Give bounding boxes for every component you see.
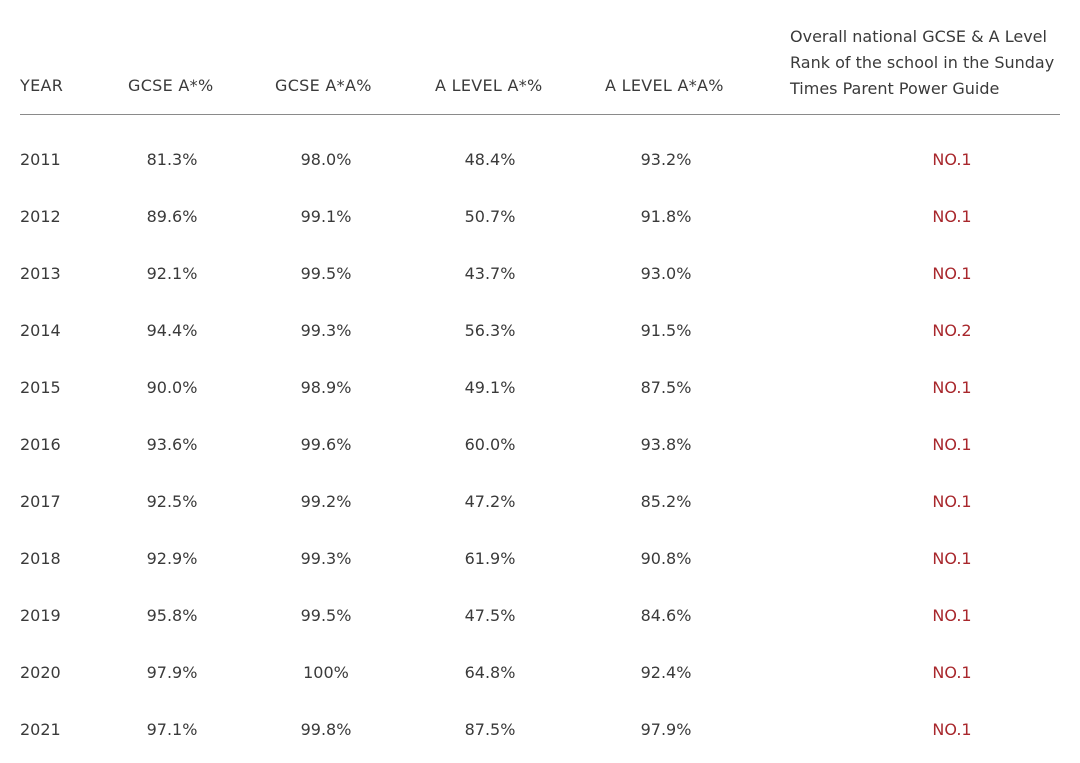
table-row: 2014 94.4% 99.3% 56.3% 91.5% NO.2 <box>20 302 1060 359</box>
cell-alevel-astar: 64.8% <box>464 663 516 682</box>
table-row: 2017 92.5% 99.2% 47.2% 85.2% NO.1 <box>20 473 1060 530</box>
cell-gcse-astar-a: 98.9% <box>300 378 352 397</box>
cell-year: 2014 <box>20 321 61 340</box>
cell-gcse-astar: 89.6% <box>146 207 198 226</box>
cell-gcse-astar: 90.0% <box>146 378 198 397</box>
cell-alevel-astar: 50.7% <box>464 207 516 226</box>
cell-gcse-astar-a: 100% <box>303 663 349 682</box>
cell-rank: NO.1 <box>932 492 972 511</box>
header-gcse-astar-a: GCSE A*A% <box>275 76 372 95</box>
table-row: 2013 92.1% 99.5% 43.7% 93.0% NO.1 <box>20 245 1060 302</box>
cell-year: 2011 <box>20 150 61 169</box>
cell-gcse-astar: 93.6% <box>146 435 198 454</box>
cell-alevel-astar: 48.4% <box>464 150 516 169</box>
cell-rank: NO.1 <box>932 549 972 568</box>
cell-alevel-astar-a: 93.2% <box>640 150 692 169</box>
table-row: 2015 90.0% 98.9% 49.1% 87.5% NO.1 <box>20 359 1060 416</box>
table-row: 2019 95.8% 99.5% 47.5% 84.6% NO.1 <box>20 587 1060 644</box>
table-header: YEAR GCSE A*% GCSE A*A% A LEVEL A*% A LE… <box>20 0 1060 115</box>
cell-alevel-astar-a: 91.8% <box>640 207 692 226</box>
cell-alevel-astar-a: 84.6% <box>640 606 692 625</box>
cell-gcse-astar: 92.1% <box>146 264 198 283</box>
cell-rank: NO.1 <box>932 150 972 169</box>
cell-alevel-astar: 49.1% <box>464 378 516 397</box>
cell-alevel-astar: 60.0% <box>464 435 516 454</box>
cell-year: 2020 <box>20 663 61 682</box>
table-row: 2016 93.6% 99.6% 60.0% 93.8% NO.1 <box>20 416 1060 473</box>
cell-year: 2017 <box>20 492 61 511</box>
cell-gcse-astar: 81.3% <box>146 150 198 169</box>
cell-gcse-astar-a: 99.2% <box>300 492 352 511</box>
cell-gcse-astar-a: 99.1% <box>300 207 352 226</box>
table-row: 2021 97.1% 99.8% 87.5% 97.9% NO.1 <box>20 701 1060 758</box>
cell-gcse-astar: 92.5% <box>146 492 198 511</box>
cell-gcse-astar-a: 99.3% <box>300 321 352 340</box>
cell-gcse-astar: 97.1% <box>146 720 198 739</box>
cell-gcse-astar: 97.9% <box>146 663 198 682</box>
cell-alevel-astar: 47.5% <box>464 606 516 625</box>
cell-year: 2015 <box>20 378 61 397</box>
cell-year: 2013 <box>20 264 61 283</box>
cell-year: 2012 <box>20 207 61 226</box>
cell-rank: NO.1 <box>932 663 972 682</box>
cell-alevel-astar: 56.3% <box>464 321 516 340</box>
table-row: 2018 92.9% 99.3% 61.9% 90.8% NO.1 <box>20 530 1060 587</box>
cell-gcse-astar: 92.9% <box>146 549 198 568</box>
header-alevel-astar: A LEVEL A*% <box>435 76 543 95</box>
cell-gcse-astar-a: 99.5% <box>300 264 352 283</box>
cell-rank: NO.1 <box>932 606 972 625</box>
header-rank-note: Overall national GCSE & A Level Rank of … <box>790 27 1055 98</box>
cell-alevel-astar: 47.2% <box>464 492 516 511</box>
cell-rank: NO.1 <box>932 435 972 454</box>
cell-gcse-astar: 94.4% <box>146 321 198 340</box>
cell-alevel-astar-a: 93.0% <box>640 264 692 283</box>
cell-rank: NO.1 <box>932 207 972 226</box>
cell-gcse-astar-a: 98.0% <box>300 150 352 169</box>
cell-alevel-astar: 43.7% <box>464 264 516 283</box>
header-alevel-astar-a: A LEVEL A*A% <box>605 76 724 95</box>
table-row: 2012 89.6% 99.1% 50.7% 91.8% NO.1 <box>20 188 1060 245</box>
cell-rank: NO.1 <box>932 264 972 283</box>
cell-year: 2021 <box>20 720 61 739</box>
cell-alevel-astar: 87.5% <box>464 720 516 739</box>
cell-alevel-astar: 61.9% <box>464 549 516 568</box>
cell-year: 2016 <box>20 435 61 454</box>
cell-alevel-astar-a: 87.5% <box>640 378 692 397</box>
table-row: 2020 97.9% 100% 64.8% 92.4% NO.1 <box>20 644 1060 701</box>
cell-year: 2018 <box>20 549 61 568</box>
cell-year: 2019 <box>20 606 61 625</box>
cell-alevel-astar-a: 97.9% <box>640 720 692 739</box>
cell-alevel-astar-a: 93.8% <box>640 435 692 454</box>
cell-alevel-astar-a: 91.5% <box>640 321 692 340</box>
header-year: YEAR <box>20 76 64 95</box>
header-gcse-astar: GCSE A*% <box>128 76 214 95</box>
cell-gcse-astar: 95.8% <box>146 606 198 625</box>
table-row: 2011 81.3% 98.0% 48.4% 93.2% NO.1 <box>20 131 1060 188</box>
cell-alevel-astar-a: 85.2% <box>640 492 692 511</box>
cell-alevel-astar-a: 92.4% <box>640 663 692 682</box>
cell-gcse-astar-a: 99.8% <box>300 720 352 739</box>
cell-alevel-astar-a: 90.8% <box>640 549 692 568</box>
results-table: YEAR GCSE A*% GCSE A*A% A LEVEL A*% A LE… <box>20 0 1060 758</box>
cell-rank: NO.1 <box>932 720 972 739</box>
cell-gcse-astar-a: 99.3% <box>300 549 352 568</box>
cell-gcse-astar-a: 99.5% <box>300 606 352 625</box>
cell-rank: NO.1 <box>932 378 972 397</box>
cell-gcse-astar-a: 99.6% <box>300 435 352 454</box>
cell-rank: NO.2 <box>932 321 972 340</box>
table-body: 2011 81.3% 98.0% 48.4% 93.2% NO.1 2012 8… <box>20 115 1060 758</box>
